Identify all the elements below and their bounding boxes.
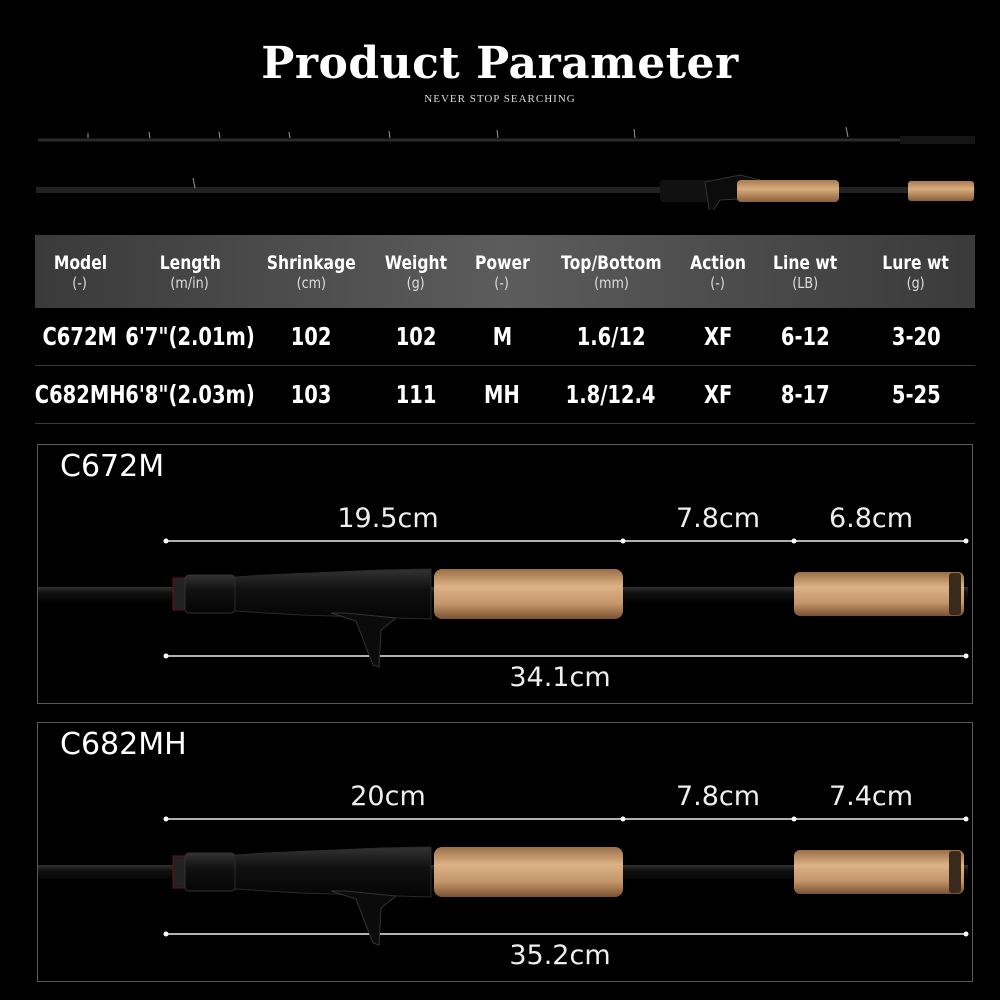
cell-value: 102	[395, 322, 437, 351]
table-row: C682MH 6'8"(2.03m) 103 111 MH 1.8/12.4 XF 8-17 5…	[35, 366, 975, 424]
column-name: Action	[690, 251, 746, 274]
table-cell: 6'8"(2.03m)	[125, 366, 255, 423]
column-name: Top/Bottom	[560, 251, 662, 274]
cell-value: 103	[290, 380, 332, 409]
cell-value: C682MH	[34, 380, 126, 409]
cell-value: M	[492, 322, 512, 351]
column-unit: (mm)	[593, 273, 629, 292]
panel-model-label: C682MH	[60, 727, 187, 762]
cell-value: 8-17	[780, 380, 830, 409]
page-subtitle: NEVER STOP SEARCHING	[424, 93, 576, 105]
cell-value: 111	[395, 380, 437, 409]
cell-value: 6'8"(2.03m)	[125, 380, 255, 409]
cell-value: XF	[703, 380, 733, 409]
column-header: Line wt (LB)	[753, 235, 857, 308]
column-header: Length (m/in)	[125, 235, 255, 308]
column-header: Shrinkage (cm)	[255, 235, 367, 308]
column-unit: (LB)	[792, 273, 818, 292]
column-name: Model	[53, 251, 107, 274]
dimension-seg3: 7.4cm	[828, 781, 914, 812]
cell-value: 5-25	[891, 380, 941, 409]
table-row: C672M 6'7"(2.01m) 102 102 M 1.6/12 XF 6-12 3-20	[35, 308, 975, 366]
column-header: Top/Bottom (mm)	[539, 235, 683, 308]
cell-value: XF	[703, 322, 733, 351]
column-unit: (g)	[406, 273, 426, 292]
cell-value: 1.6/12	[576, 322, 646, 351]
column-name: Length	[159, 251, 221, 274]
cell-value: 6-12	[780, 322, 830, 351]
column-header: Model (-)	[35, 235, 125, 308]
dimension-seg1: 19.5cm	[337, 503, 439, 534]
table-cell: XF	[683, 366, 753, 423]
table-cell: 8-17	[753, 366, 857, 423]
rod-handle-diagram	[37, 537, 970, 668]
table-cell: 1.6/12	[539, 308, 683, 365]
dimension-total: 34.1cm	[509, 662, 611, 693]
column-header: Weight (g)	[367, 235, 465, 308]
column-unit: (-)	[72, 273, 88, 292]
rod-overview-image	[36, 126, 975, 210]
spec-table-header: Model (-) Length (m/in) Shrinkage (cm) Weight(…	[35, 235, 975, 308]
dimension-seg3: 6.8cm	[828, 503, 914, 534]
table-cell: XF	[683, 308, 753, 365]
dimension-seg2: 7.8cm	[675, 781, 761, 812]
panel-model-label: C672M	[60, 449, 165, 484]
cell-value: 3-20	[891, 322, 941, 351]
table-cell: 1.8/12.4	[539, 366, 683, 423]
cell-value: 102	[290, 322, 332, 351]
column-header: Power (-)	[465, 235, 539, 308]
column-unit: (-)	[710, 273, 726, 292]
cell-value: MH	[484, 380, 520, 409]
table-cell: 111	[367, 366, 465, 423]
column-header: Lure wt (g)	[857, 235, 975, 308]
panel-c672m: C672M 19.5cm 7.8cm 6.8cm 34.1cm	[37, 444, 973, 704]
column-unit: (cm)	[296, 273, 326, 292]
column-unit: (g)	[906, 273, 926, 292]
dimension-total: 35.2cm	[509, 940, 611, 971]
rod-tip-section	[38, 126, 975, 144]
rod-handle-diagram	[37, 815, 970, 946]
column-name: Weight	[384, 251, 448, 274]
panel-c682mh: C682MH 20cm 7.8cm 7.4cm 35.2cm	[37, 722, 973, 982]
spec-table: Model (-) Length (m/in) Shrinkage (cm) Weight(…	[35, 235, 975, 424]
table-cell: M	[465, 308, 539, 365]
table-cell: 103	[255, 366, 367, 423]
table-cell: 6'7"(2.01m)	[125, 308, 255, 365]
column-name: Power	[474, 251, 530, 274]
table-cell: 102	[255, 308, 367, 365]
rod-butt-section	[36, 174, 975, 210]
table-cell: C672M	[35, 308, 125, 365]
cell-value: C672M	[42, 322, 118, 351]
page-title: Product Parameter	[261, 38, 739, 89]
table-cell: MH	[465, 366, 539, 423]
dimension-seg2: 7.8cm	[675, 503, 761, 534]
column-unit: (m/in)	[170, 273, 210, 292]
column-name: Line wt	[772, 251, 838, 274]
table-cell: 5-25	[857, 366, 975, 423]
cell-value: 6'7"(2.01m)	[125, 322, 255, 351]
table-cell: C682MH	[34, 366, 126, 423]
cell-value: 1.8/12.4	[566, 380, 656, 409]
table-cell: 102	[367, 308, 465, 365]
column-name: Shrinkage	[266, 251, 356, 274]
table-cell: 3-20	[857, 308, 975, 365]
column-unit: (-)	[494, 273, 510, 292]
table-cell: 6-12	[753, 308, 857, 365]
column-header: Action (-)	[683, 235, 753, 308]
dimension-seg1: 20cm	[350, 781, 426, 812]
column-name: Lure wt	[882, 251, 950, 274]
